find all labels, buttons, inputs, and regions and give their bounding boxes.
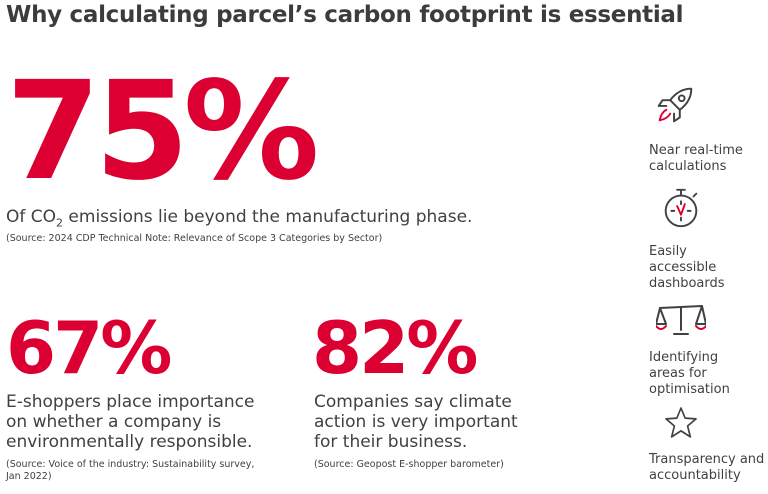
feature-label-optimisation: Identifying areas for optimisation bbox=[649, 350, 730, 398]
stat-left-desc-line: E-shoppers place importance bbox=[6, 392, 255, 412]
stat-left-description: E-shoppers place importance on whether a… bbox=[6, 392, 254, 452]
stat-left-desc-line: environmentally responsible. bbox=[6, 432, 253, 452]
stat-left-source-line: (Source: Voice of the industry: Sustaina… bbox=[6, 459, 255, 470]
stat-left-value: 67% bbox=[6, 306, 172, 390]
stat-right-desc-line: action is very important bbox=[314, 412, 518, 432]
scales-icon bbox=[656, 300, 706, 340]
stat-right-description: Companies say climate action is very imp… bbox=[314, 392, 518, 452]
stat-main-desc-pre: Of CO bbox=[6, 207, 57, 227]
feature-line: calculations bbox=[649, 159, 727, 174]
stat-main-value: 75% bbox=[6, 53, 320, 211]
stat-main-desc-post: emissions lie beyond the manufacturing p… bbox=[63, 207, 473, 227]
stat-main-desc-sub: 2 bbox=[56, 216, 64, 230]
feature-line: Near real-time bbox=[649, 143, 743, 158]
stat-right-value: 82% bbox=[312, 306, 478, 390]
feature-line: Easily bbox=[649, 244, 687, 259]
feature-label-dashboards: Easily accessible dashboards bbox=[649, 244, 725, 292]
feature-line: areas for bbox=[649, 366, 707, 381]
stat-main-description: Of CO2 emissions lie beyond the manufact… bbox=[6, 207, 472, 233]
stat-left-desc-line: on whether a company is bbox=[6, 412, 222, 432]
feature-line: dashboards bbox=[649, 276, 725, 291]
stat-main-source: (Source: 2024 CDP Technical Note: Releva… bbox=[6, 233, 383, 244]
stat-right-desc-line: for their business. bbox=[314, 432, 468, 452]
feature-label-transparency: Transparency and accountability bbox=[649, 452, 764, 484]
stat-right-source: (Source: Geopost E-shopper barometer) bbox=[314, 459, 504, 470]
feature-line: accessible bbox=[649, 260, 717, 275]
star-icon bbox=[663, 405, 699, 441]
feature-line: Transparency and bbox=[649, 452, 765, 467]
rocket-icon bbox=[652, 82, 698, 128]
stat-left-source: (Source: Voice of the industry: Sustaina… bbox=[6, 459, 254, 483]
stopwatch-icon bbox=[658, 185, 704, 231]
feature-line: Identifying bbox=[649, 350, 719, 365]
page-title: Why calculating parcel’s carbon footprin… bbox=[6, 2, 684, 28]
stat-left-source-line: Jan 2022) bbox=[6, 471, 52, 482]
feature-label-realtime: Near real-time calculations bbox=[649, 143, 743, 175]
feature-line: accountability bbox=[649, 468, 741, 483]
feature-line: optimisation bbox=[649, 382, 730, 397]
stat-right-desc-line: Companies say climate bbox=[314, 392, 512, 412]
